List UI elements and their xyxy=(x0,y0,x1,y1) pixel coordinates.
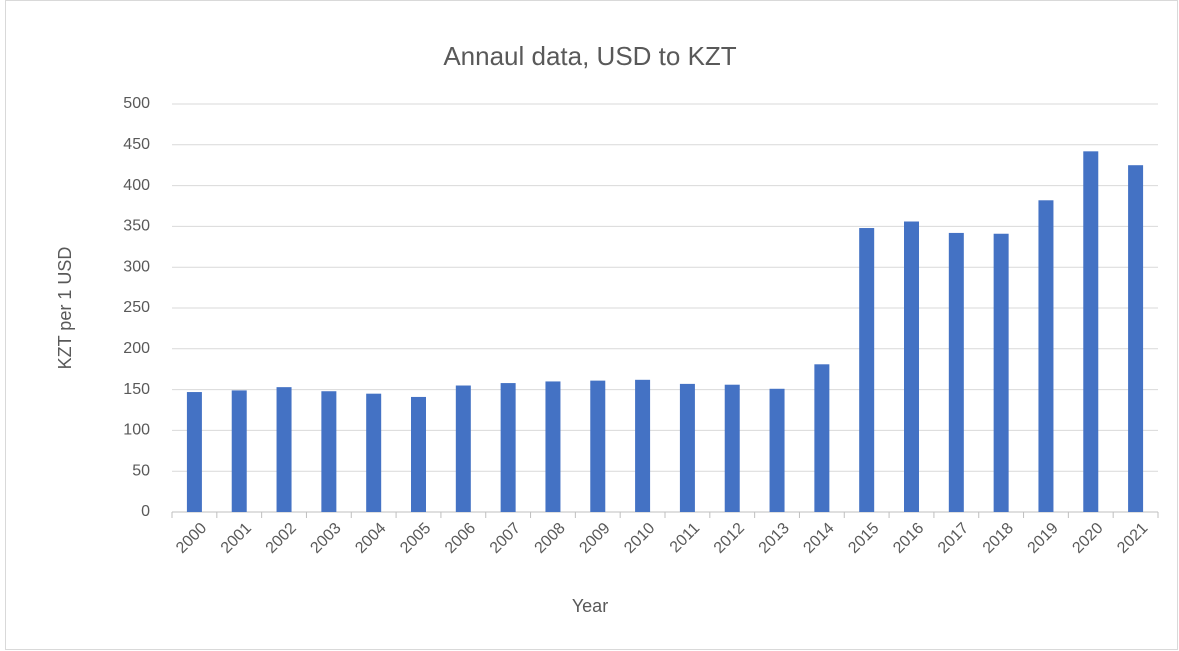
bar xyxy=(948,232,964,513)
bar xyxy=(590,380,606,512)
bar xyxy=(545,381,561,512)
y-tick-label: 350 xyxy=(123,218,150,235)
bar xyxy=(1038,200,1054,512)
bar xyxy=(904,221,919,512)
bar xyxy=(500,383,516,512)
y-tick-label: 0 xyxy=(141,503,150,520)
bar xyxy=(814,364,830,512)
bar xyxy=(231,390,247,512)
bar xyxy=(993,233,1009,512)
bar xyxy=(724,384,740,512)
y-tick-label: 400 xyxy=(123,177,150,194)
y-tick-label: 500 xyxy=(123,95,150,112)
bar xyxy=(1128,165,1144,512)
y-tick-label: 100 xyxy=(123,422,150,439)
y-tick-label: 150 xyxy=(123,381,150,398)
chart-title: Annaul data, USD to KZT xyxy=(443,41,736,71)
bar xyxy=(366,393,382,512)
bar xyxy=(186,392,202,512)
bar xyxy=(276,387,292,512)
y-tick-label: 450 xyxy=(123,136,150,153)
bar xyxy=(411,396,426,512)
y-tick-label: 50 xyxy=(132,462,150,479)
x-axis-label: Year xyxy=(572,596,608,616)
chart-border xyxy=(5,0,1178,650)
y-tick-label: 300 xyxy=(123,258,150,275)
y-tick-label: 200 xyxy=(123,340,150,357)
bar xyxy=(859,228,875,513)
bar xyxy=(321,391,337,512)
bar xyxy=(769,388,785,512)
bar xyxy=(679,383,695,512)
bar xyxy=(635,379,651,512)
bar xyxy=(1083,151,1099,512)
y-axis-label: KZT per 1 USD xyxy=(55,247,75,370)
y-tick-label: 250 xyxy=(123,299,150,316)
bar xyxy=(455,385,471,512)
